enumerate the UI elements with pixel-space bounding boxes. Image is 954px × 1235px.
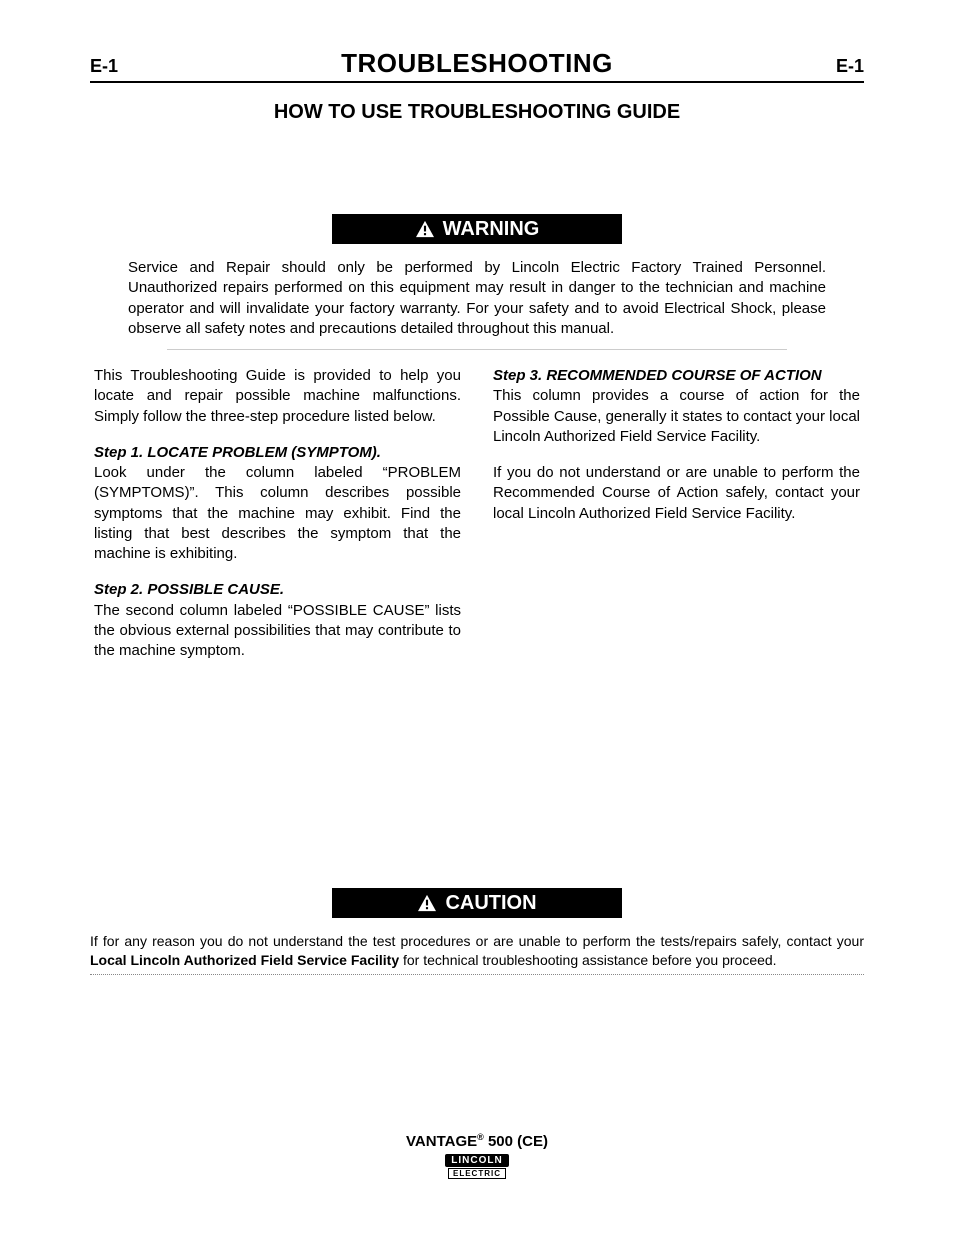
- intro-paragraph: This Troubleshooting Guide is provided t…: [94, 366, 461, 427]
- logo-bottom: ELECTRIC: [448, 1168, 506, 1179]
- caution-icon: [417, 894, 437, 912]
- page-header: E-1 TROUBLESHOOTING E-1: [90, 48, 864, 83]
- left-column: This Troubleshooting Guide is provided t…: [94, 366, 461, 677]
- caution-block: CAUTION If for any reason you do not und…: [90, 888, 864, 975]
- header-right: E-1: [836, 56, 864, 77]
- step1-body: Look under the column labeled “PROBLEM (…: [94, 463, 461, 564]
- product-post: 500 (CE): [484, 1133, 548, 1150]
- page-footer: VANTAGE® 500 (CE) LINCOLN ELECTRIC: [0, 1132, 954, 1179]
- step3-heading: Step 3. RECOMMENDED COURSE OF ACTION: [493, 366, 860, 386]
- caution-label: CAUTION: [445, 892, 536, 915]
- header-left: E-1: [90, 56, 118, 77]
- step3-body: This column provides a course of action …: [493, 386, 860, 447]
- warning-label: WARNING: [443, 218, 540, 241]
- caution-banner: CAUTION: [332, 888, 622, 918]
- product-name: VANTAGE® 500 (CE): [0, 1132, 954, 1150]
- content-columns: This Troubleshooting Guide is provided t…: [90, 366, 864, 677]
- step1-heading: Step 1. LOCATE PROBLEM (SYMPTOM).: [94, 443, 461, 463]
- logo-top: LINCOLN: [445, 1154, 508, 1167]
- product-sup: ®: [477, 1132, 484, 1142]
- warning-banner: WARNING: [332, 214, 622, 244]
- product-pre: VANTAGE: [406, 1133, 477, 1150]
- caution-text-after: for technical troubleshooting assistance…: [399, 952, 776, 968]
- right-column: Step 3. RECOMMENDED COURSE OF ACTION Thi…: [493, 366, 860, 677]
- warning-icon: [415, 220, 435, 238]
- caution-text: If for any reason you do not understand …: [90, 932, 864, 975]
- divider: [167, 349, 787, 350]
- warning-text: Service and Repair should only be perfor…: [90, 258, 864, 339]
- caution-text-bold: Local Lincoln Authorized Field Service F…: [90, 952, 399, 968]
- step2-heading: Step 2. POSSIBLE CAUSE.: [94, 580, 461, 600]
- brand-logo: LINCOLN ELECTRIC: [445, 1154, 508, 1179]
- caution-text-before: If for any reason you do not understand …: [90, 933, 864, 949]
- header-title: TROUBLESHOOTING: [341, 48, 613, 79]
- page-subtitle: HOW TO USE TROUBLESHOOTING GUIDE: [90, 101, 864, 124]
- step2-body: The second column labeled “POSSIBLE CAUS…: [94, 601, 461, 662]
- step3-extra: If you do not understand or are unable t…: [493, 463, 860, 524]
